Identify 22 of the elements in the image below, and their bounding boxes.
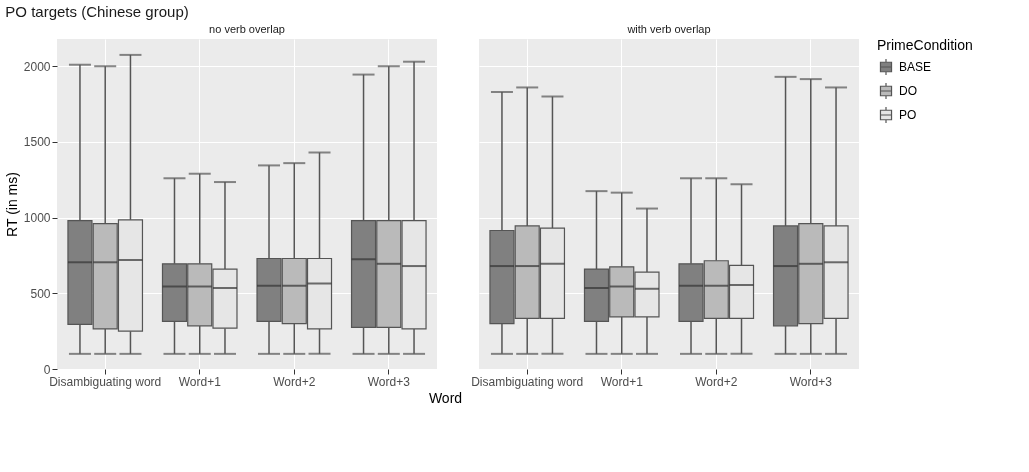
chart-subtitle: no verb overlap (209, 23, 285, 35)
x-tick-label: Disambiguating word (49, 374, 162, 389)
legend-title: PrimeCondition (877, 37, 973, 53)
x-tick-label: Word+2 (273, 374, 316, 389)
x-tick-label: Word+1 (178, 374, 222, 389)
chart-title: PO targets (Chinese group) (5, 3, 189, 20)
x-tick-label: Word+3 (367, 374, 411, 389)
x-axis-title: Word (428, 389, 463, 406)
x-tick-label: Word+2 (695, 374, 738, 389)
legend-label: DO (899, 84, 917, 98)
x-tick-label: Word+3 (789, 374, 833, 389)
y-tick-label: 1500 (23, 135, 51, 150)
legend-label: PO (899, 108, 917, 122)
legend-label: BASE (899, 60, 932, 74)
y-tick-label: 500 (30, 286, 51, 301)
y-axis-title: RT (in ms) (3, 172, 20, 237)
y-tick-label: 1000 (23, 211, 51, 226)
y-tick-label: 2000 (23, 59, 51, 74)
chart-subtitle: with verb overlap (626, 23, 711, 35)
x-tick-label: Word+1 (600, 374, 644, 389)
y-tick-label: 0 (43, 362, 51, 377)
x-tick-label: Disambiguating word (471, 374, 584, 389)
